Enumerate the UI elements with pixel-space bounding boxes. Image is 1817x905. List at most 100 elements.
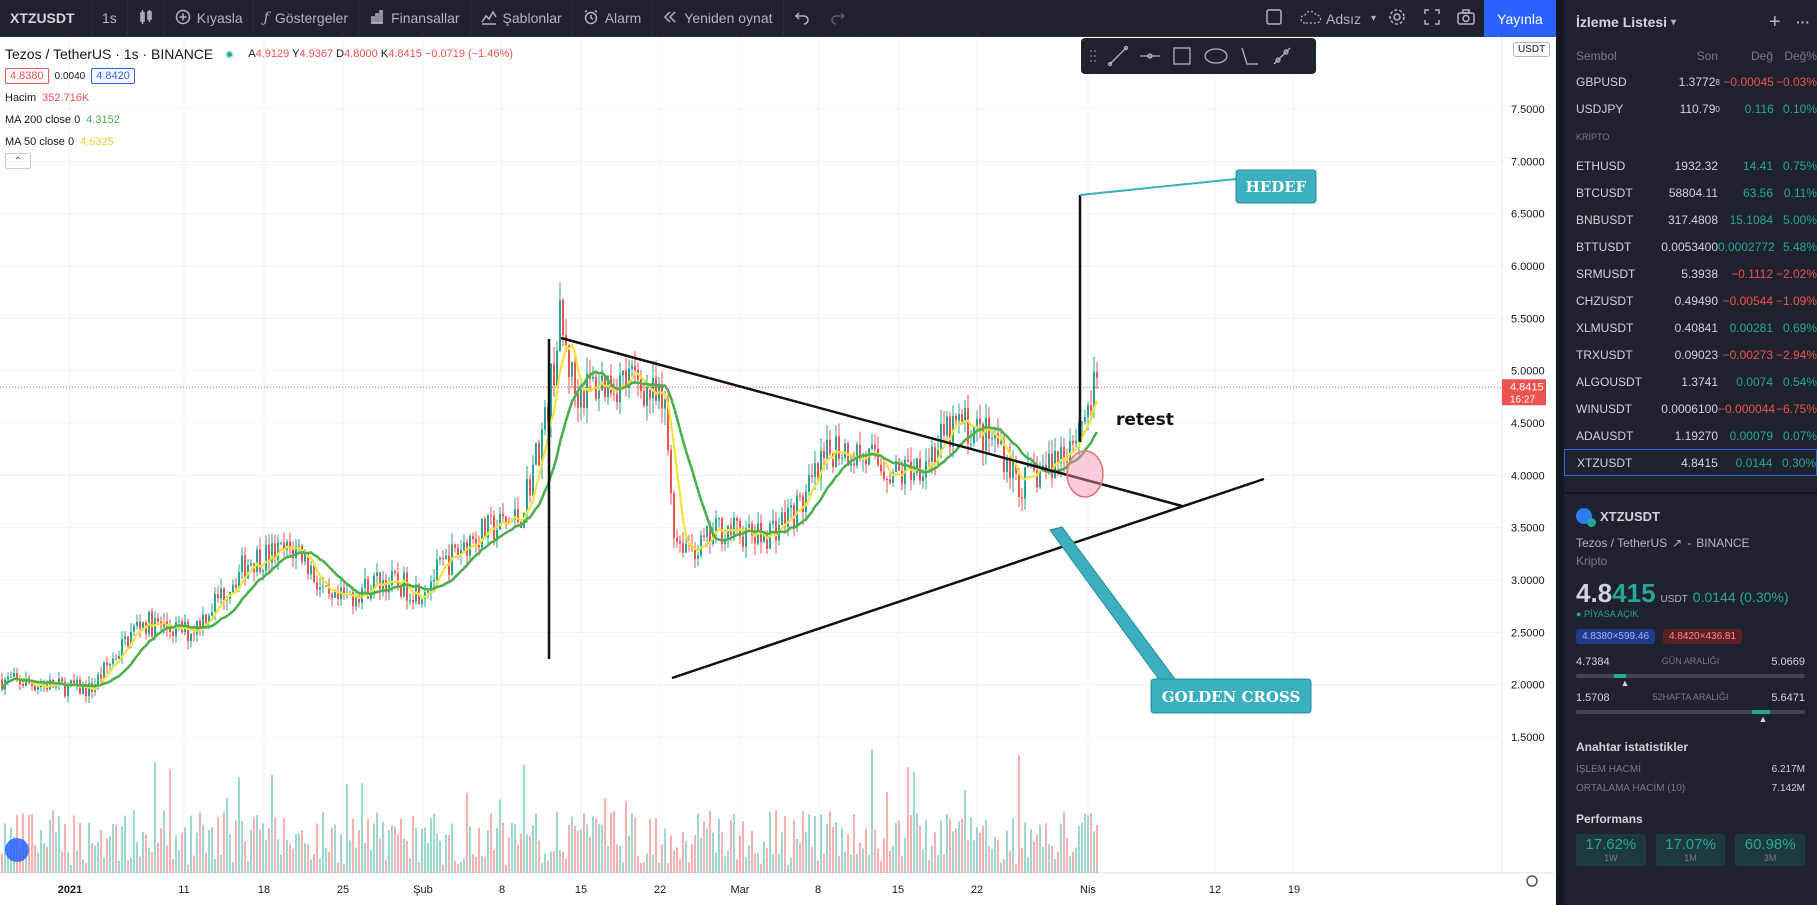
bid-box[interactable]: 4.8380 bbox=[5, 68, 49, 84]
watchlist-row[interactable]: BTCUSDT 58804.11 63.56 0.11% bbox=[1564, 179, 1817, 206]
candle-body bbox=[592, 376, 594, 379]
snapshot-button[interactable] bbox=[1456, 0, 1476, 37]
indicators-button[interactable]: ƒ Göstergeler bbox=[254, 0, 360, 37]
trend-line-icon[interactable] bbox=[1107, 45, 1129, 67]
candle-body bbox=[946, 416, 948, 436]
watchlist-row[interactable]: TRXUSDT 0.09023 −0.00273 −2.94% bbox=[1564, 341, 1817, 368]
col-symbol[interactable]: Sembol bbox=[1576, 49, 1617, 63]
chart-type-button[interactable] bbox=[128, 0, 165, 37]
watchlist-row[interactable]: USDJPY 110.79 0 0.116 0.10% bbox=[1564, 95, 1817, 122]
candle-body bbox=[88, 683, 90, 697]
candle-body bbox=[325, 585, 327, 587]
brush-icon[interactable] bbox=[1271, 45, 1293, 67]
ellipse-icon[interactable] bbox=[1203, 45, 1229, 67]
watchlist-row[interactable]: ADAUSDT 1.19270 0.00079 0.07% bbox=[1564, 422, 1817, 449]
horizontal-line-icon[interactable] bbox=[1139, 45, 1161, 67]
price-tick-label: 2.0000 bbox=[1511, 680, 1545, 692]
chart-settings-gear-icon[interactable] bbox=[1526, 875, 1538, 887]
symbol-search[interactable]: XTZUSDT bbox=[0, 0, 92, 37]
day-high: 5.0669 bbox=[1771, 656, 1805, 668]
target-callout-box[interactable] bbox=[1235, 169, 1317, 204]
volume-indicator[interactable]: Hacim 352.716K bbox=[5, 87, 513, 109]
candle-body bbox=[799, 495, 801, 497]
volume-bar bbox=[601, 824, 603, 873]
volume-bar bbox=[949, 818, 951, 873]
compare-button[interactable]: Kıyasla bbox=[165, 0, 254, 37]
perf-tile-3m[interactable]: 60.98% 3M bbox=[1735, 834, 1806, 866]
volume-bar bbox=[991, 849, 993, 873]
tradingview-logo-icon[interactable] bbox=[5, 838, 29, 862]
watchlist-row[interactable]: ETHUSD 1932.32 14.41 0.75% bbox=[1564, 152, 1817, 179]
chevron-down-icon[interactable]: ▾ bbox=[1671, 16, 1677, 28]
last-price-tag[interactable] bbox=[1502, 379, 1546, 406]
watchlist-row[interactable]: BNBUSDT 317.4808 15.1084 5.00% bbox=[1564, 206, 1817, 233]
candle-body bbox=[436, 559, 438, 580]
watchlist-title[interactable]: İzleme Listesi bbox=[1576, 14, 1668, 30]
fullscreen-toggle[interactable] bbox=[1265, 0, 1283, 37]
volume-stat-value: 6.217M bbox=[1771, 764, 1805, 775]
watchlist-row[interactable]: BTTUSDT 0.0053400 0.0002772 5.48% bbox=[1564, 233, 1817, 260]
currency-label[interactable]: USDT bbox=[1513, 42, 1551, 57]
volume-bar bbox=[685, 841, 687, 873]
publish-button[interactable]: Yayınla bbox=[1484, 0, 1556, 37]
ma200-indicator[interactable]: MA 200 close 0 4.3152 bbox=[5, 109, 513, 131]
row-last-superscript: 8 bbox=[1715, 77, 1720, 87]
volume-bar bbox=[244, 841, 246, 873]
perf-tile-1m[interactable]: 17.07% 1M bbox=[1655, 834, 1726, 866]
drag-handle-icon[interactable] bbox=[1089, 48, 1097, 64]
breakout-highlight[interactable] bbox=[1066, 450, 1104, 498]
external-link-icon[interactable]: ↗ bbox=[1672, 536, 1683, 550]
separator: - bbox=[1687, 536, 1692, 550]
volume-bar bbox=[754, 853, 756, 873]
watchlist-row[interactable]: ALGOUSDT 1.3741 0.0074 0.54% bbox=[1564, 368, 1817, 395]
alert-button[interactable]: Alarm bbox=[573, 0, 653, 37]
col-change[interactable]: Değ bbox=[1750, 49, 1773, 63]
w52-range-label: 52HAFTA ARALIĞI bbox=[1652, 692, 1729, 702]
price-tick-label: 3.0000 bbox=[1511, 575, 1545, 587]
watchlist-row[interactable]: WINUSDT 0.0006100 −0.000044 −6.75% bbox=[1564, 395, 1817, 422]
collapse-legend-button[interactable]: ⌃ bbox=[5, 153, 31, 169]
redo-button[interactable] bbox=[820, 0, 857, 37]
templates-button[interactable]: Şablonlar bbox=[471, 0, 573, 37]
settings-button[interactable] bbox=[1388, 0, 1406, 37]
replay-button[interactable]: Yeniden oynat bbox=[652, 0, 784, 37]
layout-menu[interactable]: Adsız ▾ bbox=[1300, 0, 1376, 37]
golden-cross-box[interactable] bbox=[1150, 678, 1312, 714]
volume-bar bbox=[418, 861, 420, 873]
expand-button[interactable] bbox=[1423, 0, 1441, 37]
watchlist-row[interactable]: XLMUSDT 0.40841 0.00281 0.69% bbox=[1564, 314, 1817, 341]
candle-body bbox=[613, 393, 615, 395]
volume-bar bbox=[58, 816, 60, 873]
volume-bar bbox=[34, 844, 36, 873]
candle-body bbox=[10, 676, 12, 678]
chart-area[interactable]: 7.5000 7.0000 6.5000 6.0000 5.5000 5.0000 4.50… bbox=[0, 37, 1556, 905]
volume-bar bbox=[310, 859, 312, 873]
ma50-indicator[interactable]: MA 50 close 0 4.6325 bbox=[5, 131, 513, 153]
volume-bar bbox=[481, 855, 483, 873]
ask-box[interactable]: 4.8420 bbox=[91, 68, 135, 84]
watchlist-row[interactable]: SRMUSDT 5.3938 −0.1112 −2.02% bbox=[1564, 260, 1817, 287]
candle-body bbox=[334, 591, 336, 598]
bid-badge: 4.8380×599.46 bbox=[1576, 629, 1656, 644]
add-symbol-icon[interactable]: + bbox=[1769, 10, 1781, 33]
financials-button[interactable]: Finansallar bbox=[359, 0, 471, 37]
volume-bar bbox=[1036, 834, 1038, 873]
volume-bar bbox=[82, 858, 84, 873]
path-icon[interactable] bbox=[1239, 45, 1261, 67]
candle-body bbox=[787, 507, 789, 527]
rectangle-icon[interactable] bbox=[1171, 45, 1193, 67]
watchlist-row[interactable]: GBPUSD 1.3772 8 −0.00045 −0.03% bbox=[1564, 68, 1817, 95]
watchlist-row[interactable]: CHZUSDT 0.49490 −0.00544 −1.09% bbox=[1564, 287, 1817, 314]
undo-button[interactable] bbox=[784, 0, 820, 37]
price-chart[interactable]: 7.5000 7.0000 6.5000 6.0000 5.5000 5.0000 4.50… bbox=[0, 37, 1556, 905]
more-icon[interactable]: ··· bbox=[1796, 14, 1810, 30]
perf-tile-1w[interactable]: 17.62% 1W bbox=[1576, 834, 1646, 866]
volume-bar bbox=[301, 830, 303, 873]
col-change-percent[interactable]: Değ% bbox=[1784, 49, 1817, 63]
watchlist-row[interactable]: XTZUSDT 4.8415 0.0144 0.30% bbox=[1564, 449, 1817, 476]
volume-bar bbox=[292, 848, 294, 873]
price-axis[interactable] bbox=[1502, 37, 1556, 873]
interval-button[interactable]: 1s bbox=[92, 0, 128, 37]
details-symbol[interactable]: XTZUSDT bbox=[1600, 508, 1660, 524]
col-last[interactable]: Son bbox=[1696, 49, 1718, 63]
